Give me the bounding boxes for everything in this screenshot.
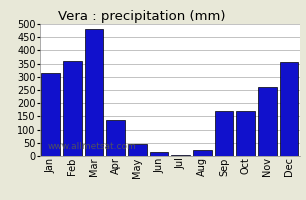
Bar <box>106 120 125 156</box>
Bar <box>63 61 81 156</box>
Text: www.allmetsat.com: www.allmetsat.com <box>48 142 136 151</box>
Bar <box>237 111 255 156</box>
Bar <box>128 144 147 156</box>
Bar <box>280 62 298 156</box>
Text: Vera : precipitation (mm): Vera : precipitation (mm) <box>58 10 226 23</box>
Bar <box>215 111 233 156</box>
Bar <box>150 152 168 156</box>
Bar <box>85 29 103 156</box>
Bar <box>258 87 277 156</box>
Bar <box>193 150 211 156</box>
Bar <box>171 155 190 156</box>
Bar <box>41 73 60 156</box>
